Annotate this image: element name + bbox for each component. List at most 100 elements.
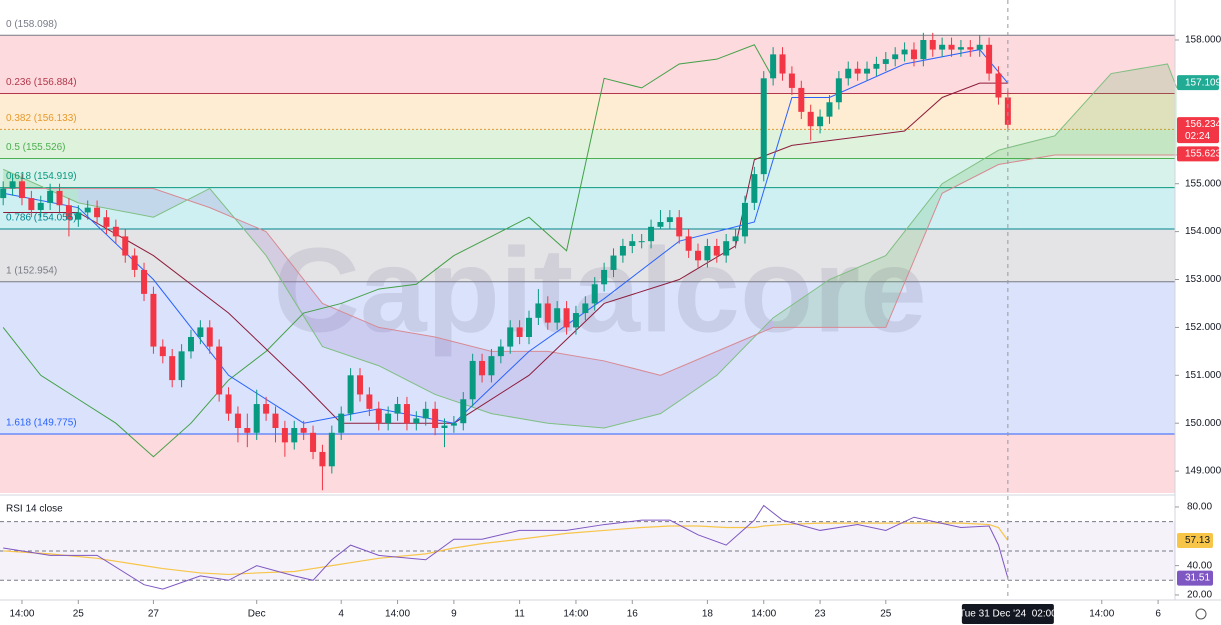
- candle-body: [798, 87, 805, 112]
- candle-body: [103, 217, 110, 227]
- candle-body: [385, 413, 392, 424]
- fib-zone: [0, 228, 1175, 282]
- candle-body: [112, 226, 119, 237]
- candle-body: [328, 432, 335, 467]
- candle-body: [366, 394, 373, 409]
- candle-body: [169, 356, 176, 381]
- candle-body: [732, 236, 739, 242]
- x-tick-label: 14:00: [1089, 609, 1114, 620]
- settings-icon[interactable]: [1195, 608, 1207, 620]
- candle-body: [741, 202, 748, 237]
- candle-body: [234, 413, 241, 428]
- candle-body: [319, 451, 326, 467]
- candle-body: [507, 327, 514, 347]
- candle-body: [648, 226, 655, 242]
- candle-body: [413, 418, 420, 424]
- candle-body: [272, 413, 279, 428]
- price-badge: [1177, 75, 1219, 91]
- candle-body: [629, 241, 636, 246]
- candle-body: [488, 356, 495, 376]
- cloud-segment: [435, 336, 492, 414]
- x-tick-label: 14:00: [751, 609, 776, 620]
- fib-label: 0.618 (154.919): [6, 171, 77, 182]
- candle-body: [65, 205, 72, 220]
- candles: [0, 32, 1011, 491]
- rsi-ma-line: [3, 522, 1009, 576]
- candle-body: [544, 303, 551, 323]
- candle-body: [817, 116, 824, 127]
- candle-body: [948, 44, 955, 50]
- candle-body: [441, 425, 448, 428]
- candle-body: [601, 269, 608, 285]
- candle-body: [310, 432, 317, 452]
- cloud-segment: [266, 231, 323, 347]
- cloud-segment: [829, 255, 886, 328]
- fib-label: 0.236 (156.884): [6, 77, 77, 88]
- candle-body: [807, 111, 814, 127]
- cloud-segment: [660, 351, 717, 414]
- candle-body: [497, 346, 504, 357]
- candle-body: [657, 222, 664, 227]
- candle-body: [122, 236, 129, 256]
- x-tick-label: 4: [338, 609, 344, 620]
- fib-label: 0.5 (155.526): [6, 142, 66, 153]
- ichimoku-cloud: [3, 63, 1177, 428]
- cloud-segment: [378, 327, 436, 395]
- candle-body: [375, 408, 382, 424]
- candle-body: [187, 336, 194, 352]
- candle-body: [873, 63, 880, 69]
- candle-body: [75, 212, 82, 220]
- candle-body: [460, 399, 467, 424]
- candle-body: [760, 78, 767, 175]
- candle-body: [779, 54, 786, 74]
- fib-label: 0 (158.098): [6, 19, 57, 30]
- candle-body: [263, 404, 270, 414]
- y-tick-label: 150.000: [1185, 418, 1221, 429]
- candle-body: [131, 255, 138, 270]
- candle-body: [864, 68, 871, 74]
- candle-body: [535, 303, 542, 318]
- y-tick-label: 152.000: [1185, 322, 1221, 333]
- rsi-tick-label: 20.00: [1187, 590, 1212, 601]
- span-a-line: [2, 63, 1178, 429]
- candle-body: [826, 102, 833, 117]
- x-tick-label: 11: [514, 609, 525, 620]
- candle-body: [216, 346, 223, 395]
- candle-body: [685, 236, 692, 251]
- candle-body: [676, 217, 683, 237]
- candle-body: [901, 49, 908, 55]
- candle-body: [526, 317, 533, 337]
- crosshair-label-bg: [961, 604, 1054, 624]
- candle-body: [704, 245, 711, 261]
- rsi-badge: [1177, 533, 1213, 549]
- y-tick-label: 155.000: [1185, 178, 1221, 189]
- crosshair-label: Tue 31 Dec '24 02:00: [959, 609, 1057, 620]
- candle-body: [939, 44, 946, 50]
- price-badge-time: 02:24: [1185, 131, 1210, 142]
- candle-body: [253, 404, 260, 433]
- y-tick-label: 149.000: [1185, 466, 1221, 477]
- candle-body: [0, 188, 7, 199]
- cloud-segment: [78, 188, 154, 218]
- cloud-segment: [322, 303, 379, 366]
- candle-body: [479, 360, 486, 376]
- cloud-segment: [1054, 73, 1112, 155]
- candle-body: [910, 49, 917, 60]
- candle-body: [94, 207, 101, 218]
- candle-body: [56, 190, 63, 206]
- candle-body: [281, 427, 288, 443]
- x-tick-label: 14:00: [385, 609, 410, 620]
- candle-body: [150, 293, 157, 347]
- indicator-lines: [2, 44, 1178, 458]
- fib-label: 1.618 (149.775): [6, 418, 77, 429]
- x-tick-label: 25: [880, 609, 892, 620]
- candle-body: [469, 360, 476, 400]
- candle-body: [422, 408, 429, 419]
- candle-body: [403, 404, 410, 424]
- candle-body: [516, 327, 523, 337]
- x-tick-label: 6: [1155, 609, 1161, 620]
- candle-body: [159, 346, 166, 357]
- cloud-segment: [604, 360, 661, 428]
- candle-body: [892, 54, 899, 60]
